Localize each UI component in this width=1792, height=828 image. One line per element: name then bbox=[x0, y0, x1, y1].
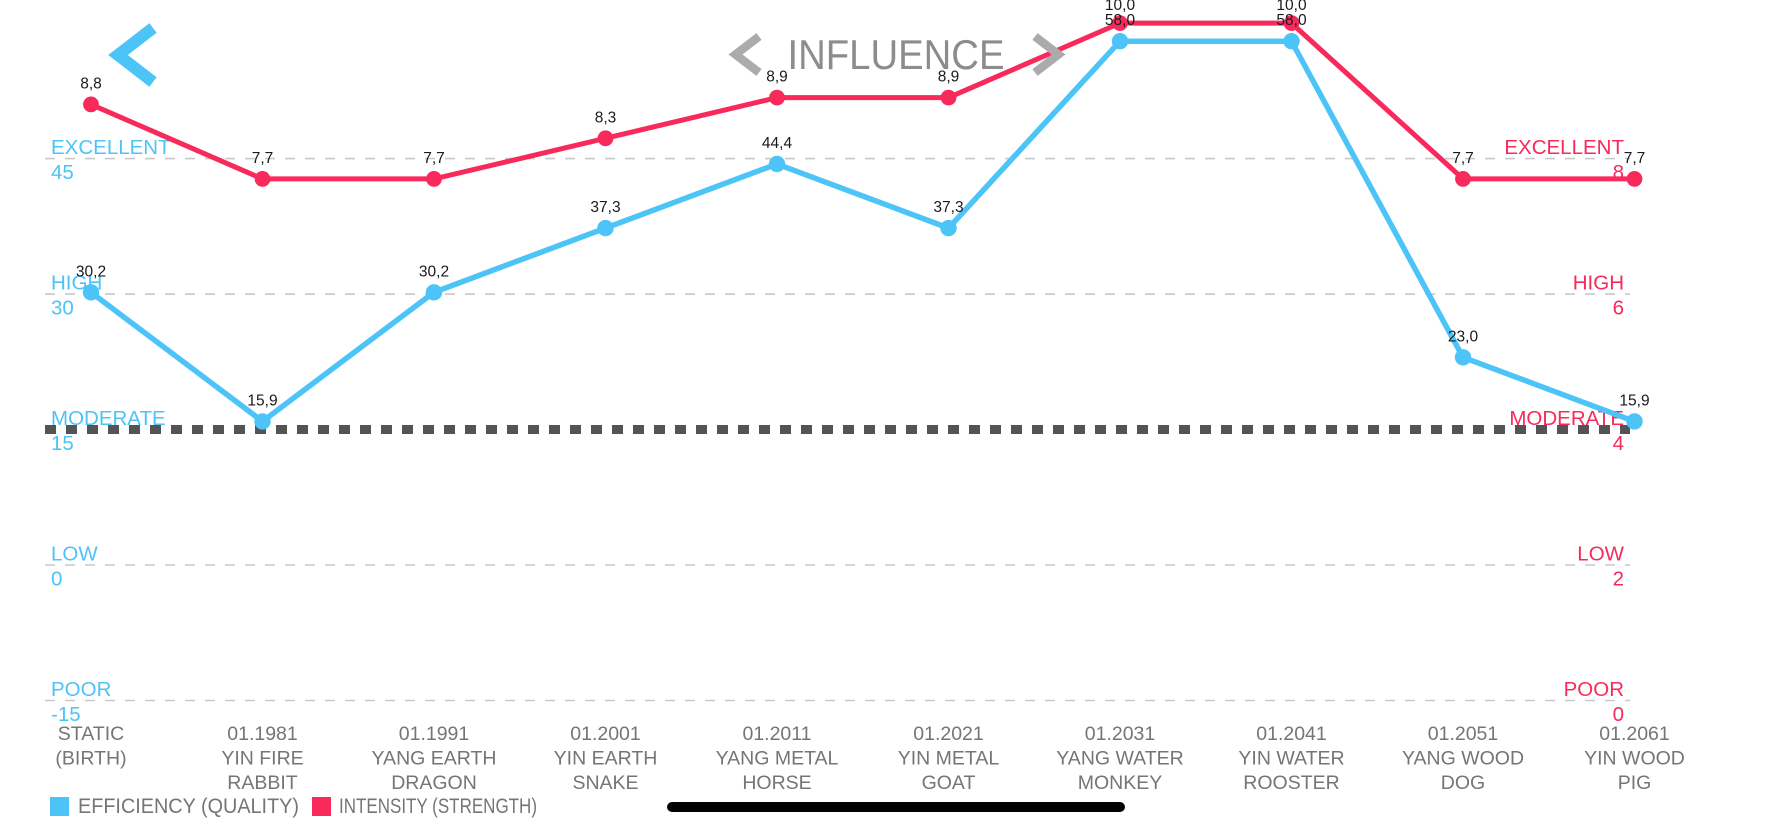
svg-text:YANG METAL: YANG METAL bbox=[716, 748, 839, 770]
svg-text:EXCELLENT: EXCELLENT bbox=[51, 136, 171, 159]
svg-text:HORSE: HORSE bbox=[742, 772, 811, 794]
svg-text:HIGH: HIGH bbox=[1573, 272, 1624, 295]
svg-text:44,4: 44,4 bbox=[762, 135, 793, 152]
svg-text:10,0: 10,0 bbox=[1105, 0, 1136, 14]
svg-text:0: 0 bbox=[51, 568, 62, 591]
svg-text:MODERATE: MODERATE bbox=[1509, 407, 1624, 430]
svg-text:01.1991: 01.1991 bbox=[399, 723, 470, 745]
svg-text:37,3: 37,3 bbox=[933, 199, 963, 216]
svg-text:7,7: 7,7 bbox=[252, 150, 274, 167]
svg-text:6: 6 bbox=[1613, 297, 1624, 320]
svg-text:23,0: 23,0 bbox=[1448, 328, 1479, 345]
svg-text:7,7: 7,7 bbox=[1452, 150, 1474, 167]
svg-text:15: 15 bbox=[51, 432, 74, 455]
svg-text:01.2001: 01.2001 bbox=[570, 723, 641, 745]
svg-text:DRAGON: DRAGON bbox=[391, 772, 477, 794]
svg-text:POOR: POOR bbox=[1564, 678, 1624, 701]
svg-text:30,2: 30,2 bbox=[419, 263, 449, 280]
svg-text:30: 30 bbox=[51, 297, 74, 320]
svg-text:YIN FIRE: YIN FIRE bbox=[221, 748, 303, 770]
svg-text:01.2031: 01.2031 bbox=[1085, 723, 1156, 745]
svg-text:MODERATE: MODERATE bbox=[51, 407, 166, 430]
svg-text:15,9: 15,9 bbox=[1619, 392, 1649, 409]
svg-text:7,7: 7,7 bbox=[1624, 150, 1646, 167]
svg-text:EFFICIENCY (QUALITY): EFFICIENCY (QUALITY) bbox=[78, 795, 299, 818]
svg-text:LOW: LOW bbox=[51, 543, 98, 566]
svg-text:7,7: 7,7 bbox=[423, 150, 445, 167]
svg-text:YIN WOOD: YIN WOOD bbox=[1584, 748, 1685, 770]
svg-text:01.1981: 01.1981 bbox=[227, 723, 298, 745]
svg-text:8: 8 bbox=[1613, 161, 1624, 184]
svg-text:GOAT: GOAT bbox=[922, 772, 976, 794]
svg-text:(BIRTH): (BIRTH) bbox=[55, 748, 126, 770]
svg-text:2: 2 bbox=[1613, 568, 1624, 591]
svg-text:INFLUENCE: INFLUENCE bbox=[788, 31, 1005, 78]
svg-text:4: 4 bbox=[1613, 432, 1624, 455]
svg-text:37,3: 37,3 bbox=[590, 199, 620, 216]
svg-text:MONKEY: MONKEY bbox=[1078, 772, 1163, 794]
svg-text:INTENSITY (STRENGTH): INTENSITY (STRENGTH) bbox=[339, 795, 537, 818]
svg-text:0: 0 bbox=[1613, 703, 1624, 726]
svg-text:STATIC: STATIC bbox=[58, 723, 124, 745]
svg-text:01.2011: 01.2011 bbox=[742, 723, 811, 745]
svg-text:YANG WOOD: YANG WOOD bbox=[1402, 748, 1524, 770]
svg-text:DOG: DOG bbox=[1441, 772, 1485, 794]
svg-text:POOR: POOR bbox=[51, 678, 111, 701]
svg-text:-15: -15 bbox=[51, 703, 81, 726]
svg-text:15,9: 15,9 bbox=[247, 392, 277, 409]
svg-text:30,2: 30,2 bbox=[76, 263, 106, 280]
svg-text:8,3: 8,3 bbox=[595, 109, 617, 126]
svg-text:8,9: 8,9 bbox=[938, 69, 960, 86]
svg-text:8,9: 8,9 bbox=[766, 69, 788, 86]
svg-text:YANG WATER: YANG WATER bbox=[1056, 748, 1183, 770]
svg-text:YANG EARTH: YANG EARTH bbox=[372, 748, 497, 770]
svg-text:RABBIT: RABBIT bbox=[227, 772, 298, 794]
svg-text:YIN METAL: YIN METAL bbox=[898, 748, 1000, 770]
svg-text:58,0: 58,0 bbox=[1105, 12, 1136, 29]
svg-text:01.2051: 01.2051 bbox=[1428, 723, 1499, 745]
svg-text:PIG: PIG bbox=[1618, 772, 1652, 794]
svg-text:10,0: 10,0 bbox=[1276, 0, 1307, 14]
svg-text:EXCELLENT: EXCELLENT bbox=[1504, 136, 1624, 159]
svg-text:8,8: 8,8 bbox=[80, 75, 102, 92]
svg-text:58,0: 58,0 bbox=[1276, 12, 1307, 29]
svg-text:SNAKE: SNAKE bbox=[572, 772, 638, 794]
svg-text:01.2021: 01.2021 bbox=[913, 723, 984, 745]
svg-text:LOW: LOW bbox=[1577, 543, 1624, 566]
svg-text:01.2041: 01.2041 bbox=[1256, 723, 1327, 745]
svg-text:ROOSTER: ROOSTER bbox=[1243, 772, 1339, 794]
svg-text:01.2061: 01.2061 bbox=[1599, 723, 1670, 745]
svg-text:45: 45 bbox=[51, 161, 74, 184]
svg-text:YIN WATER: YIN WATER bbox=[1238, 748, 1344, 770]
svg-text:YIN EARTH: YIN EARTH bbox=[554, 748, 658, 770]
